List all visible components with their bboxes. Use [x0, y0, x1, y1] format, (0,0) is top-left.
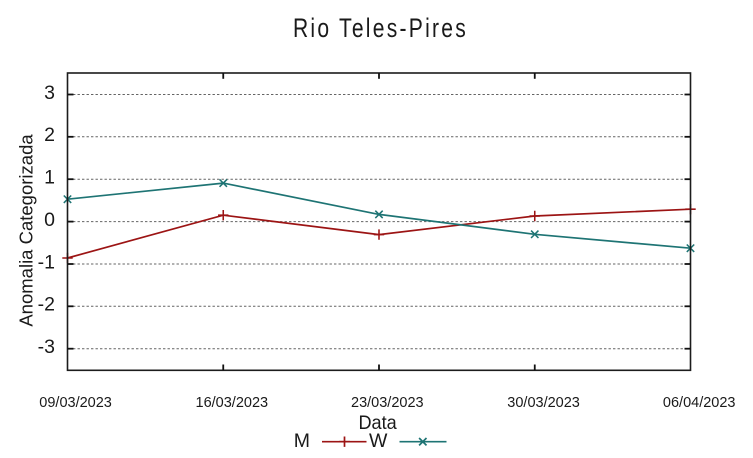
svg-text:2: 2 — [44, 124, 55, 146]
svg-text:16/03/2023: 16/03/2023 — [196, 395, 269, 411]
svg-text:0: 0 — [44, 209, 55, 231]
svg-text:06/04/2023: 06/04/2023 — [663, 395, 736, 411]
svg-text:W: W — [369, 430, 388, 452]
svg-text:09/03/2023: 09/03/2023 — [39, 395, 112, 411]
svg-text:23/03/2023: 23/03/2023 — [351, 395, 424, 411]
svg-text:Anomalia Categorizada: Anomalia Categorizada — [16, 134, 37, 327]
svg-text:-1: -1 — [38, 251, 55, 273]
svg-text:Data: Data — [358, 411, 397, 433]
svg-text:M: M — [294, 430, 310, 452]
svg-text:30/03/2023: 30/03/2023 — [507, 395, 580, 411]
svg-text:3: 3 — [44, 82, 55, 104]
svg-text:-3: -3 — [38, 336, 55, 358]
svg-text:Rio Teles-Pires: Rio Teles-Pires — [293, 14, 468, 44]
svg-text:1: 1 — [44, 167, 55, 189]
svg-text:-2: -2 — [38, 294, 55, 316]
